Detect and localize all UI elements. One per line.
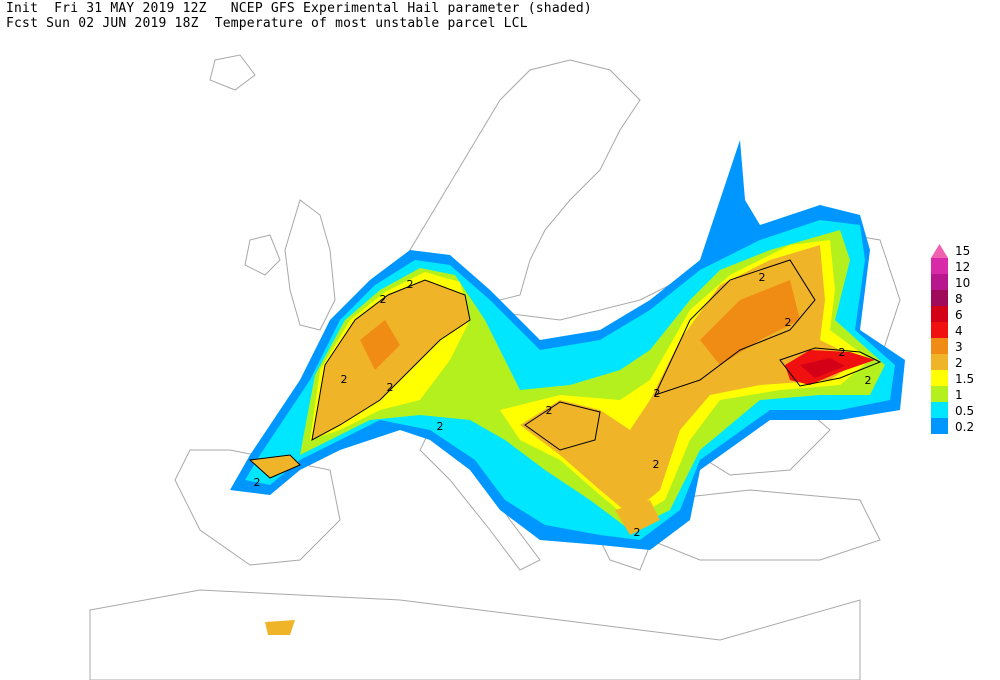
contour-label: 2 — [839, 346, 846, 359]
header-line: Init Fri 31 MAY 2019 12Z NCEP GFS Experi… — [6, 1, 592, 16]
legend-swatch — [931, 290, 948, 306]
legend-label: 0.5 — [955, 404, 974, 418]
contour-label: 2 — [387, 381, 394, 394]
legend-swatch — [931, 274, 948, 290]
contour-label: 2 — [654, 387, 661, 400]
legend-swatch — [931, 306, 948, 322]
header-line: Fcst Sun 02 JUN 2019 18Z Temperature of … — [6, 16, 528, 31]
contour-label: 2 — [437, 420, 444, 433]
hail-shading — [230, 140, 905, 635]
contour-label: 2 — [380, 293, 387, 306]
legend-swatch — [931, 370, 948, 386]
lcl-contours — [248, 259, 882, 479]
legend-label: 1 — [955, 388, 963, 402]
legend-swatch — [931, 386, 948, 402]
contour-label: 2 — [653, 458, 660, 471]
legend-swatch — [931, 354, 948, 370]
legend-label: 15 — [955, 244, 970, 258]
contour-label: 2 — [254, 476, 261, 489]
legend-swatch — [931, 244, 948, 258]
legend-label: 4 — [955, 324, 963, 338]
legend-swatch — [931, 402, 948, 418]
legend-label: 0.2 — [955, 420, 974, 434]
legend-label: 3 — [955, 340, 963, 354]
contour-label: 2 — [759, 271, 766, 284]
contour-label: 2 — [407, 278, 414, 291]
legend-label: 6 — [955, 308, 963, 322]
contour-label: 2 — [546, 404, 553, 417]
legend-swatch — [931, 338, 948, 354]
legend-label: 12 — [955, 260, 970, 274]
contour-label: 2 — [341, 373, 348, 386]
legend: 15 12 10 8 6 4 3 2 1.5 1 0.5 0.2 — [931, 244, 974, 434]
legend-label: 10 — [955, 276, 970, 290]
contour-label: 2 — [785, 316, 792, 329]
legend-swatch — [931, 322, 948, 338]
legend-label: 2 — [955, 356, 963, 370]
legend-label: 8 — [955, 292, 963, 306]
legend-swatch — [931, 418, 948, 434]
contour-label: 2 — [865, 374, 872, 387]
legend-label: 1.5 — [955, 372, 974, 386]
contour-label: 2 — [634, 526, 641, 539]
contour-labels: 2 2 2 2 2 2 2 2 2 2 2 2 2 2 — [254, 271, 872, 539]
legend-swatch — [931, 258, 948, 274]
